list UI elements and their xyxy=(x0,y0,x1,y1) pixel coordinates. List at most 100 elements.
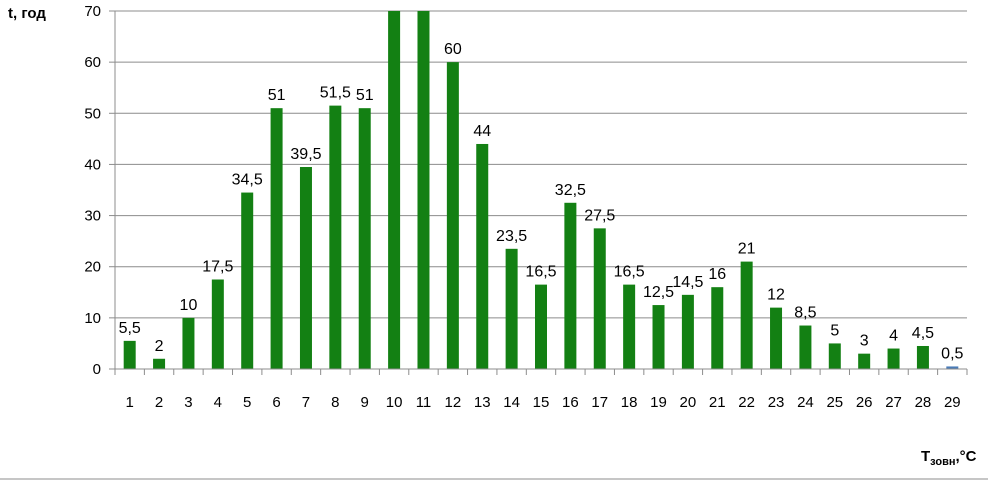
bar xyxy=(799,325,812,369)
bar xyxy=(916,345,929,369)
data-label: 32,5 xyxy=(555,182,586,199)
x-tick-label: 27 xyxy=(885,394,902,411)
data-label: 3 xyxy=(860,333,869,350)
bar xyxy=(476,143,489,369)
x-tick-label: 3 xyxy=(184,394,192,411)
bar xyxy=(123,340,136,369)
x-tick-label: 22 xyxy=(738,394,755,411)
bar xyxy=(182,317,195,369)
x-tick-label: 7 xyxy=(302,394,310,411)
x-tick-label: 6 xyxy=(272,394,280,411)
bar xyxy=(270,108,283,370)
data-label: 14,5 xyxy=(672,274,703,291)
bar xyxy=(417,11,430,369)
bar xyxy=(828,343,841,369)
x-tick-label: 10 xyxy=(386,394,403,411)
x-tick-label: 20 xyxy=(680,394,697,411)
y-tick-label: 10 xyxy=(84,310,101,327)
x-axis-title-unit: ,°С xyxy=(956,448,977,465)
x-tick-label: 29 xyxy=(944,394,961,411)
y-tick-label: 0 xyxy=(93,361,101,378)
data-label: 23,5 xyxy=(496,228,527,245)
bar xyxy=(564,202,577,369)
bar xyxy=(681,294,694,369)
bar xyxy=(535,284,547,369)
x-tick-label: 8 xyxy=(331,394,339,411)
x-tick-label: 25 xyxy=(826,394,843,411)
y-tick-labels: 0 10 20 30 40 50 60 70 xyxy=(84,3,101,378)
y-tick-label: 40 xyxy=(84,156,101,173)
x-tick-label: 16 xyxy=(562,394,579,411)
data-label: 4 xyxy=(889,328,898,345)
data-label: 51 xyxy=(268,87,286,104)
x-tick-label: 9 xyxy=(361,394,369,411)
data-label: 21 xyxy=(738,241,756,258)
x-tick-label: 18 xyxy=(621,394,638,411)
y-tick-label: 30 xyxy=(84,208,101,225)
data-label: 8,5 xyxy=(794,305,816,322)
data-label: 51,5 xyxy=(320,85,351,102)
axes xyxy=(109,10,968,375)
x-tick-labels: 1 2 3 4 5 6 7 8 9 10 11 12 13 14 15 16 17 18 19 20 21 22 23 24 2… xyxy=(126,394,961,411)
bar xyxy=(946,366,959,369)
x-axis-title-main: T xyxy=(921,448,930,465)
x-tick-label: 26 xyxy=(856,394,873,411)
data-label: 17,5 xyxy=(202,259,233,276)
data-label: 60 xyxy=(444,41,462,58)
data-label: 27,5 xyxy=(584,207,615,224)
x-tick-label: 13 xyxy=(474,394,491,411)
data-label: 16,5 xyxy=(614,264,645,281)
x-tick-label: 4 xyxy=(214,394,222,411)
x-tick-label: 5 xyxy=(243,394,251,411)
bar xyxy=(299,166,312,369)
bar xyxy=(623,284,636,369)
x-tick-label: 2 xyxy=(155,394,163,411)
bar xyxy=(153,358,166,369)
bar xyxy=(446,62,459,370)
data-label: 44 xyxy=(473,123,491,140)
x-tick-label: 23 xyxy=(768,394,785,411)
x-tick-label: 14 xyxy=(503,394,520,411)
bar xyxy=(505,248,518,369)
x-tick-label: 28 xyxy=(915,394,932,411)
bar xyxy=(329,105,342,369)
y-tick-label: 60 xyxy=(84,54,101,71)
data-label: 10 xyxy=(180,297,198,314)
x-tick-label: 15 xyxy=(533,394,550,411)
x-axis-title-subscript: зовн xyxy=(930,456,955,468)
data-label: 51 xyxy=(356,87,374,104)
bar xyxy=(770,307,783,369)
data-label: 4,5 xyxy=(912,325,934,342)
bar xyxy=(652,305,665,369)
x-tick-label: 1 xyxy=(126,394,134,411)
x-tick-label: 11 xyxy=(416,394,432,411)
bars xyxy=(123,11,959,370)
bar xyxy=(740,261,753,369)
bar xyxy=(887,348,900,369)
x-tick-label: 12 xyxy=(445,394,462,411)
bar xyxy=(388,11,401,369)
y-axis-title: t, год xyxy=(8,5,46,22)
data-label: 0,5 xyxy=(941,345,963,362)
y-tick-label: 50 xyxy=(84,105,101,122)
data-label: 12,5 xyxy=(643,284,674,301)
data-label: 16 xyxy=(708,266,726,283)
data-label: 39,5 xyxy=(290,146,321,163)
y-tick-label: 70 xyxy=(84,3,101,20)
bar xyxy=(241,192,254,369)
x-tick-label: 19 xyxy=(650,394,667,411)
bar xyxy=(593,228,606,369)
bar xyxy=(358,108,371,370)
x-tick-label: 17 xyxy=(591,394,608,411)
gridlines xyxy=(115,10,967,319)
x-axis-title: Tзовн,°С xyxy=(921,448,977,468)
data-label: 2 xyxy=(155,338,164,355)
data-label: 5,5 xyxy=(119,320,141,337)
x-tick-label: 21 xyxy=(709,394,726,411)
bar xyxy=(858,353,871,369)
data-label: 34,5 xyxy=(232,172,263,189)
bar xyxy=(211,279,224,369)
bar xyxy=(711,287,724,369)
